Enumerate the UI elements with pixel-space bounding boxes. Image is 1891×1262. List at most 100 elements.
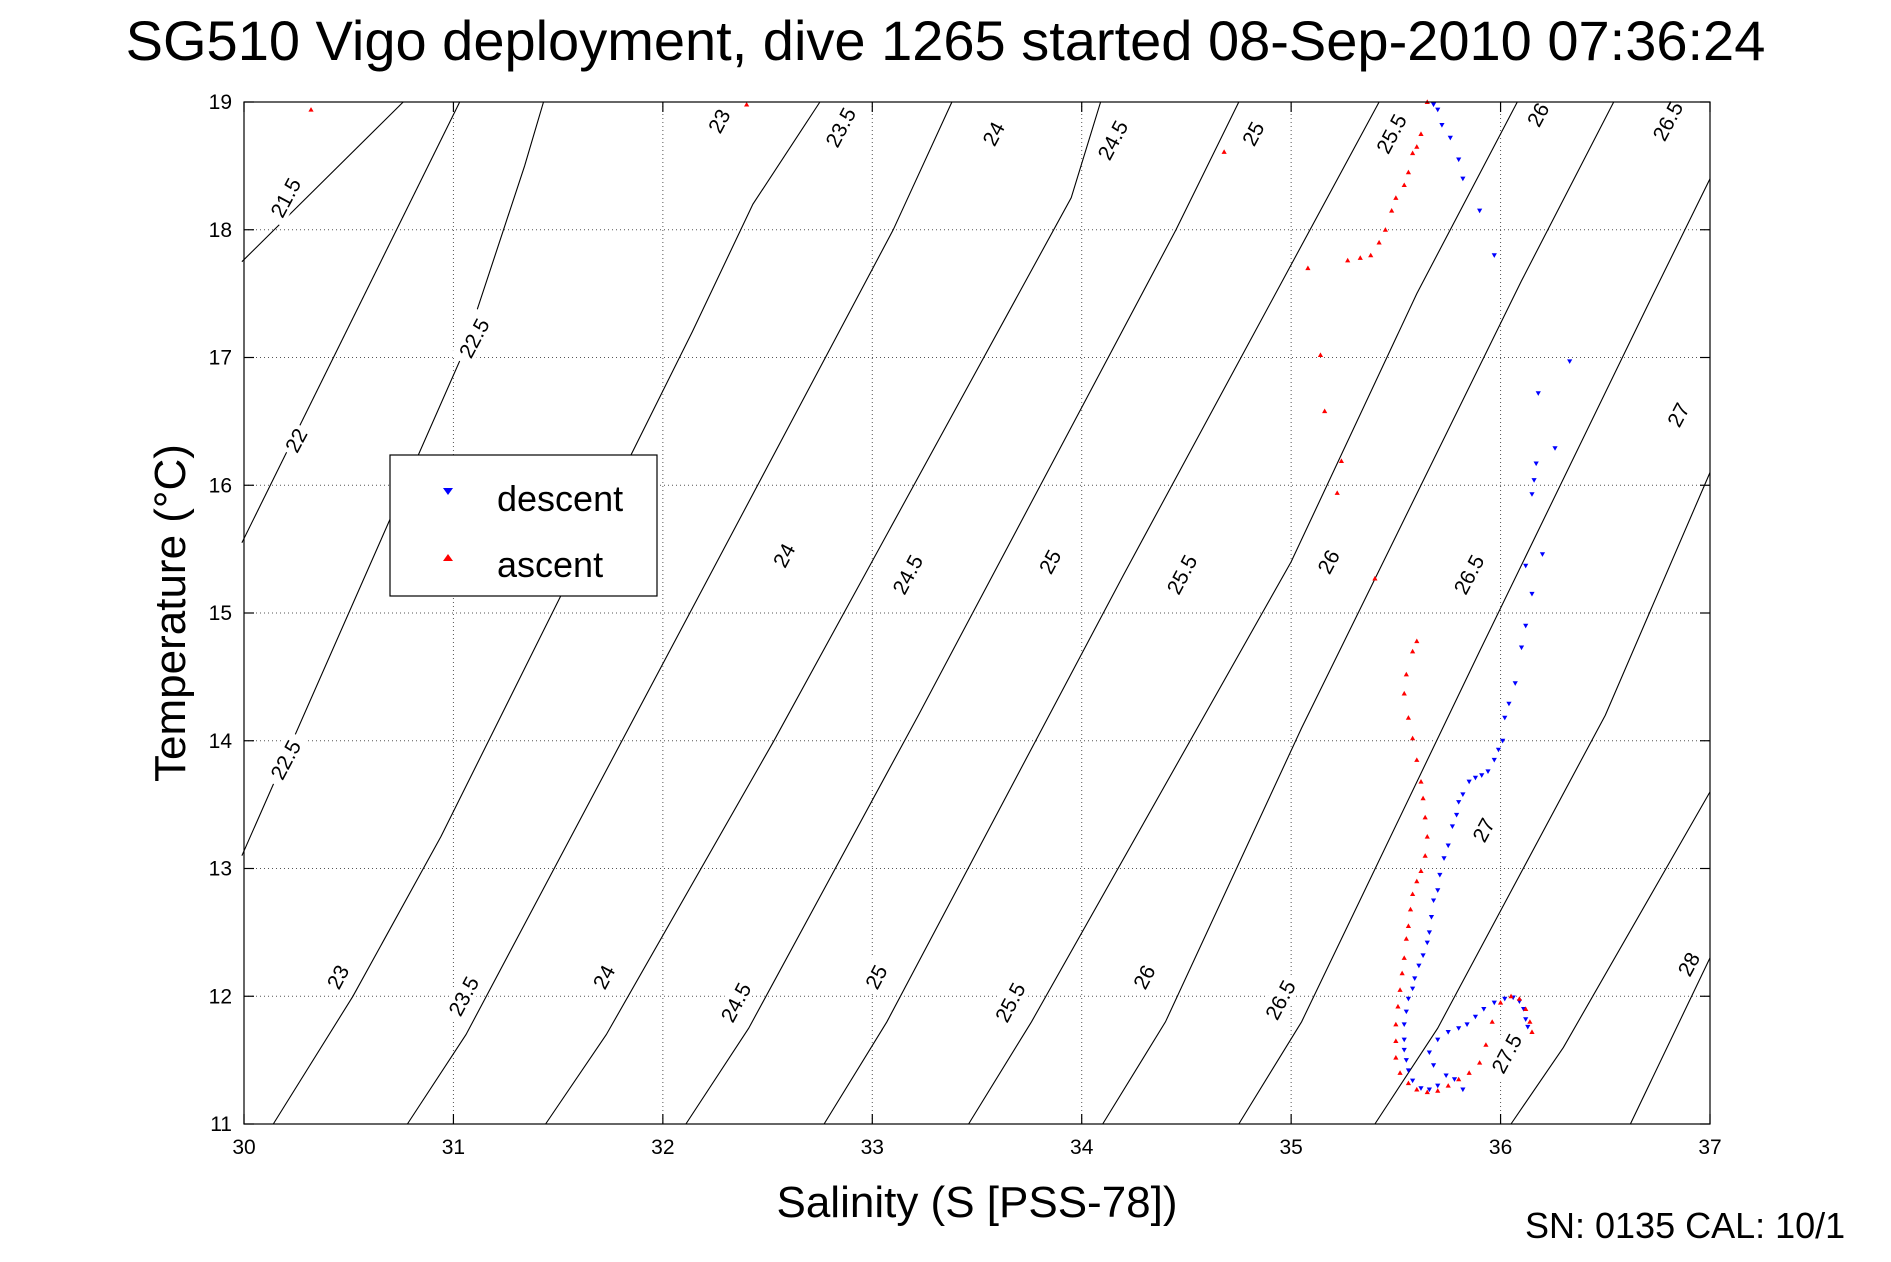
ascent-point	[1483, 1042, 1489, 1047]
descent-point	[1500, 738, 1506, 744]
descent-point	[1460, 176, 1466, 182]
ascent-point	[1410, 735, 1416, 741]
density-contour-24	[545, 101, 1102, 1125]
descent-point	[1531, 478, 1537, 483]
legend-ascent-label: ascent	[497, 544, 603, 585]
density-contour-22	[241, 101, 461, 543]
descent-point	[1449, 824, 1456, 829]
descent-point	[1420, 953, 1426, 958]
descent-point	[1410, 1078, 1416, 1084]
y-tick-label: 19	[209, 91, 232, 114]
ascent-point	[1414, 144, 1420, 149]
y-tick-label: 18	[209, 219, 232, 242]
descent-point	[1447, 135, 1453, 141]
descent-point	[1525, 1024, 1531, 1030]
descent-point	[1502, 715, 1508, 721]
ascent-point	[1338, 458, 1345, 463]
descent-point	[1512, 681, 1518, 686]
descent-point	[1424, 940, 1430, 946]
descent-point	[1491, 757, 1497, 763]
ascent-point	[1393, 1054, 1399, 1060]
contour-label-bg	[1643, 91, 1691, 151]
ascent-point	[1401, 955, 1407, 960]
ascent-point	[1368, 252, 1374, 258]
ascent-point	[1477, 1060, 1483, 1065]
density-contour-27-5	[1510, 791, 1711, 1125]
x-tick-label: 30	[232, 1136, 255, 1159]
contour-label-bg	[1125, 957, 1162, 996]
ascent-point	[1529, 1029, 1535, 1035]
ascent-point	[1405, 169, 1412, 175]
descent-point	[1466, 779, 1472, 785]
ascent-point	[1508, 993, 1514, 999]
descent-point	[1472, 1014, 1479, 1020]
contour-label-bg	[1310, 542, 1346, 581]
descent-point	[1401, 1022, 1407, 1027]
descent-point	[1456, 157, 1462, 163]
contour-label-bg	[1088, 110, 1136, 170]
descent-point	[1552, 446, 1558, 451]
descent-point	[1479, 773, 1485, 778]
contour-label-bg	[857, 957, 894, 996]
x-tick-label: 34	[1070, 1136, 1094, 1159]
axis-ticks: 30 31 32 33 34 35 36 37 11 12 13 14 15 16 17 18 19	[209, 91, 1722, 1159]
descent-point	[1485, 769, 1491, 775]
ascent-point	[1405, 923, 1412, 928]
x-tick-label: 31	[442, 1136, 465, 1159]
contour-label-bg	[261, 729, 309, 789]
ascent-point	[1403, 936, 1409, 941]
y-tick-label: 13	[209, 858, 232, 881]
descent-point	[1523, 623, 1529, 629]
ascent-point	[1523, 1006, 1529, 1012]
descent-point	[1416, 963, 1422, 969]
ascent-point	[1407, 906, 1414, 912]
density-contour-26-5	[1238, 178, 1711, 1125]
ascent-point	[1422, 853, 1428, 858]
contour-label-bg	[1660, 395, 1696, 434]
descent-point	[1529, 492, 1535, 497]
ascent-point	[744, 101, 750, 107]
y-tick-label: 17	[209, 347, 232, 370]
descent-point	[1445, 1030, 1451, 1035]
descent-point	[1533, 461, 1539, 467]
descent-point	[1437, 872, 1443, 878]
descent-point	[1529, 591, 1535, 597]
descent-point	[1405, 1068, 1412, 1073]
descent-point	[1477, 208, 1483, 214]
data-points	[308, 99, 1573, 1095]
contour-label-bg	[816, 97, 864, 157]
ascent-point	[1497, 1000, 1504, 1005]
density-contour-24-5	[685, 101, 1240, 1125]
contour-label-bg	[319, 957, 355, 996]
ascent-point	[1424, 1089, 1430, 1095]
descent-point	[1539, 552, 1546, 557]
contour-label-bg	[1670, 944, 1706, 983]
contour-label-bg	[712, 972, 759, 1032]
x-tick-label: 32	[651, 1136, 674, 1159]
ascent-point	[1414, 878, 1420, 884]
descent-point	[1401, 1037, 1407, 1043]
ascent-point	[1376, 239, 1382, 245]
ascent-point	[1456, 1076, 1462, 1082]
contour-label-bg	[1256, 970, 1304, 1030]
density-contour-21-5	[241, 101, 404, 263]
contour-label-bg	[1482, 1023, 1530, 1083]
descent-point	[1435, 107, 1441, 113]
chart-title: SG510 Vigo deployment, dive 1265 started…	[125, 9, 1766, 72]
contour-label-bg	[439, 966, 487, 1026]
descent-point	[1401, 1047, 1407, 1053]
ascent-point	[1435, 1088, 1441, 1093]
contour-label-bg	[1465, 810, 1501, 849]
contour-label-bg	[585, 957, 621, 996]
ascent-point	[1382, 227, 1388, 232]
x-tick-label: 35	[1279, 1136, 1302, 1159]
descent-point	[1523, 1017, 1529, 1022]
ascent-point	[1410, 648, 1416, 654]
ascent-point	[1410, 891, 1416, 897]
contour-label-bg	[1158, 544, 1205, 604]
density-contour-25	[823, 101, 1380, 1125]
descent-point	[1445, 843, 1451, 849]
y-tick-label: 15	[209, 602, 232, 625]
descent-point	[1451, 1077, 1458, 1082]
descent-point	[1441, 856, 1447, 861]
